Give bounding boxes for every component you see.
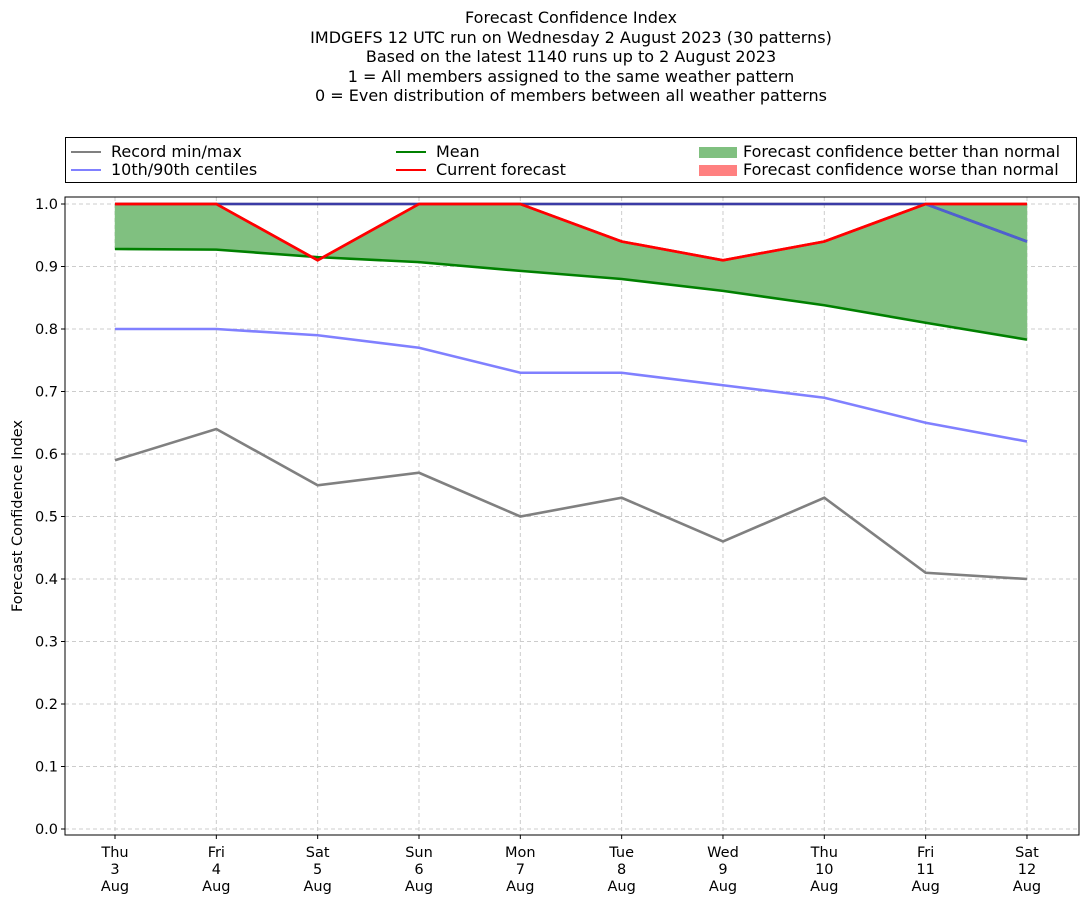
x-axis-ticks: Thu3AugFri4AugSat5AugSun6AugMon7AugTue8A… — [100, 835, 1041, 895]
x-tick-label: 11 — [916, 862, 934, 878]
series-lines — [114, 202, 1028, 581]
x-tick-label: Aug — [405, 879, 433, 895]
x-tick-label: 7 — [516, 862, 525, 878]
fill-better-than-normal — [925, 203, 1028, 340]
legend-label: Record min/max — [111, 142, 242, 161]
series-line-90th-centile — [115, 202, 1028, 243]
legend-line-swatch — [71, 168, 101, 172]
chart-subtitle-line: Based on the latest 1140 runs up to 2 Au… — [365, 47, 777, 67]
x-tick-label: Aug — [709, 879, 737, 895]
x-tick-label: 10 — [815, 862, 833, 878]
series-line-current-forecast-top — [115, 202, 1027, 262]
x-tick-label: Mon — [505, 845, 536, 861]
x-tick-label: 9 — [718, 862, 727, 878]
legend-patch-swatch — [699, 164, 737, 176]
x-tick-label: Aug — [911, 879, 939, 895]
legend-label: 10th/90th centiles — [111, 160, 258, 179]
x-tick-label: Tue — [608, 845, 634, 861]
legend-line-swatch — [71, 150, 101, 154]
chart-legend: Record min/max 10th/90th centiles Mean C… — [65, 137, 1077, 183]
series-line-90th-centile-tail — [925, 202, 1028, 243]
x-tick-label: 4 — [212, 862, 221, 878]
chart-title-block: Forecast Confidence Index IMDGEFS 12 UTC… — [0, 8, 1092, 106]
legend-label: Mean — [436, 142, 480, 161]
legend-patch-swatch — [699, 146, 737, 158]
x-tick-label: Aug — [810, 879, 838, 895]
chart-subtitle-line: 1 = All members assigned to the same wea… — [347, 66, 795, 86]
series-line-record-min — [114, 427, 1028, 581]
x-tick-label: Aug — [101, 879, 129, 895]
legend-line-swatch — [396, 168, 426, 172]
x-tick-label: Wed — [707, 845, 739, 861]
legend-item-mean: Mean — [396, 143, 480, 161]
series-line-mean — [114, 247, 1028, 341]
x-tick-label: 5 — [313, 862, 322, 878]
y-tick-label: 0.9 — [35, 260, 58, 276]
y-tick-label: 0.5 — [35, 510, 58, 526]
x-tick-label: Thu — [100, 845, 128, 861]
fill-better-than-normal — [520, 203, 622, 280]
x-tick-label: Aug — [506, 879, 534, 895]
legend-label: Current forecast — [436, 160, 566, 179]
y-tick-label: 0.3 — [35, 635, 58, 651]
x-tick-label: Fri — [917, 845, 934, 861]
y-axis-title: Forecast Confidence Index — [10, 420, 26, 612]
fill-better-than-normal — [621, 241, 724, 292]
x-tick-label: 3 — [110, 862, 119, 878]
y-axis-ticks: 0.0 0.1 0.2 0.3 0.4 0.5 0.6 0.7 0.8 0.9 1.0 — [35, 197, 65, 838]
x-tick-label: 8 — [617, 862, 626, 878]
y-tick-label: 0.2 — [35, 697, 58, 713]
x-tick-label: Sat — [1015, 845, 1039, 861]
fill-better-than-normal — [418, 203, 521, 272]
y-tick-label: 0.0 — [35, 822, 58, 838]
x-tick-label: Sun — [405, 845, 433, 861]
chart-subtitle-line: 0 = Even distribution of members between… — [314, 86, 828, 106]
x-tick-label: Aug — [607, 879, 635, 895]
chart-subtitle-line: IMDGEFS 12 UTC run on Wednesday 2 August… — [310, 27, 832, 47]
fill-better-than-normal — [114, 203, 217, 250]
legend-item-record-minmax: Record min/max — [71, 143, 242, 161]
x-tick-label: 6 — [414, 862, 423, 878]
legend-label: Forecast confidence worse than normal — [743, 160, 1059, 179]
y-tick-label: 1.0 — [35, 197, 58, 213]
x-tick-label: Aug — [202, 879, 230, 895]
x-tick-label: Aug — [1013, 879, 1041, 895]
legend-item-centiles: 10th/90th centiles — [71, 161, 257, 179]
legend-item-current-forecast: Current forecast — [396, 161, 566, 179]
series-line-10th-centile — [115, 327, 1028, 443]
legend-label: Forecast confidence better than normal — [743, 142, 1061, 161]
x-tick-label: 12 — [1018, 862, 1036, 878]
y-tick-label: 0.4 — [35, 572, 58, 588]
x-tick-label: Fri — [208, 845, 225, 861]
y-tick-label: 0.8 — [35, 322, 58, 338]
legend-item-worse-than-normal: Forecast confidence worse than normal — [699, 161, 1059, 179]
x-tick-label: Aug — [303, 879, 331, 895]
fill-areas — [114, 203, 1028, 340]
y-tick-label: 0.1 — [35, 760, 58, 776]
y-tick-label: 0.7 — [35, 385, 58, 401]
legend-item-better-than-normal: Forecast confidence better than normal — [699, 143, 1060, 161]
x-tick-label: Sat — [306, 845, 330, 861]
legend-line-swatch — [396, 150, 426, 154]
x-tick-label: Thu — [810, 845, 838, 861]
chart-title: Forecast Confidence Index — [465, 8, 677, 27]
y-tick-label: 0.6 — [35, 447, 58, 463]
